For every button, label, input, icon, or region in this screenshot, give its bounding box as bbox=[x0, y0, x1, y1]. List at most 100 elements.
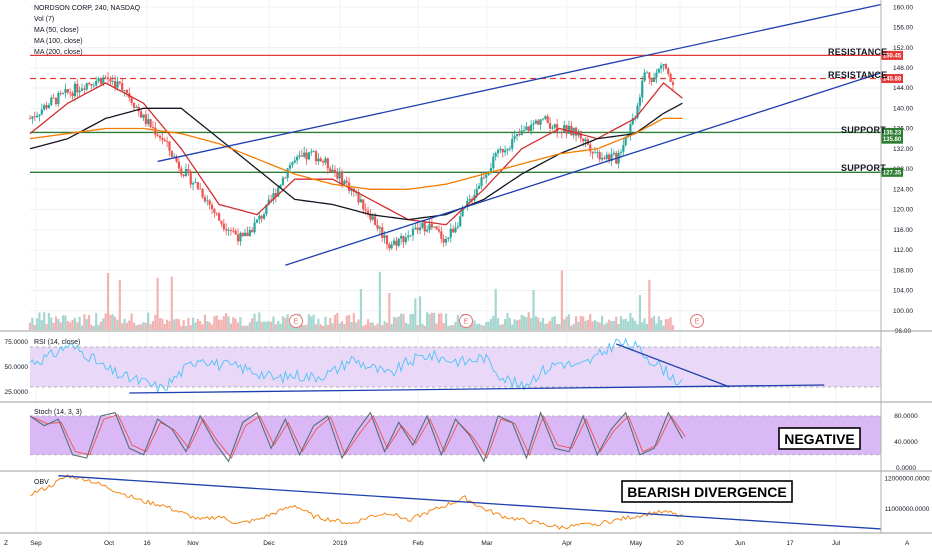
legend-volume[interactable]: Vol (7) bbox=[34, 16, 54, 23]
legend-ma50[interactable]: MA (50, close) bbox=[34, 27, 79, 34]
candle-body bbox=[426, 229, 429, 232]
candle-body bbox=[385, 235, 389, 245]
volume-bar bbox=[563, 319, 566, 330]
rsi-tick-0: 75.0000 bbox=[5, 339, 29, 346]
candle-body bbox=[643, 72, 646, 81]
volume-bar bbox=[182, 319, 185, 330]
candle-body bbox=[605, 154, 608, 159]
candle-body bbox=[662, 64, 665, 66]
volume-bar bbox=[456, 314, 459, 330]
candle-body bbox=[239, 232, 242, 242]
candle-body bbox=[364, 209, 367, 211]
candle-body bbox=[537, 120, 540, 125]
volume-bar bbox=[189, 325, 192, 330]
volume-bar bbox=[605, 322, 608, 330]
candle-body bbox=[163, 139, 166, 142]
candle-body bbox=[151, 126, 155, 128]
candle-body bbox=[109, 79, 112, 82]
candle-body bbox=[274, 193, 277, 197]
candle-body bbox=[182, 174, 185, 177]
volume-bar bbox=[149, 324, 152, 330]
candle-body bbox=[539, 119, 542, 125]
earnings-marker-1[interactable]: E bbox=[289, 314, 303, 328]
candle-body bbox=[104, 77, 107, 79]
rsi-label[interactable]: RSI (14, close) bbox=[34, 339, 80, 346]
time-axis[interactable]: Sep Oct 16 Nov Dec 2019 Feb Mar Apr May 20 Jun 17 Jul bbox=[30, 540, 840, 547]
candle-body bbox=[530, 124, 533, 132]
volume-bar bbox=[104, 313, 107, 330]
volume-bar bbox=[206, 320, 209, 330]
volume-bar bbox=[220, 319, 223, 330]
volume-bar bbox=[374, 325, 377, 330]
candle-body bbox=[80, 88, 84, 91]
legend-ma100[interactable]: MA (100, close) bbox=[34, 38, 83, 45]
candle-body bbox=[541, 118, 545, 120]
volume-bar bbox=[414, 298, 417, 330]
legend-ma200[interactable]: MA (200, close) bbox=[34, 49, 83, 56]
volume-bar bbox=[478, 323, 481, 330]
candle-body bbox=[87, 83, 91, 84]
volume-bar bbox=[355, 322, 358, 330]
candle-body bbox=[652, 77, 656, 82]
volume-bar bbox=[61, 315, 65, 330]
candle-body bbox=[418, 227, 422, 231]
stoch-d-line bbox=[32, 414, 686, 459]
volume-bar bbox=[593, 320, 597, 330]
volume-bar bbox=[118, 279, 121, 330]
date-tick-3: Nov bbox=[187, 540, 199, 547]
volume-bar bbox=[452, 325, 455, 330]
candle-body bbox=[57, 93, 60, 104]
candle-body bbox=[655, 72, 658, 78]
candle-body bbox=[236, 234, 240, 242]
volume-bar bbox=[392, 316, 396, 330]
earnings-marker-2[interactable]: E bbox=[459, 314, 473, 328]
candle-body bbox=[279, 185, 282, 188]
volume-bar bbox=[364, 324, 367, 330]
candle-body bbox=[664, 64, 667, 69]
obv-line bbox=[29, 474, 683, 530]
price-tick-9: 124.00 bbox=[893, 186, 913, 193]
candle-body bbox=[291, 162, 294, 166]
volume-bar bbox=[532, 290, 535, 330]
volume-bar bbox=[326, 324, 329, 330]
stoch-label[interactable]: Stoch (14, 3, 3) bbox=[34, 409, 82, 416]
date-tick-11: Jun bbox=[735, 540, 746, 547]
volume-bar bbox=[433, 312, 436, 330]
volume-bar bbox=[229, 323, 233, 330]
candle-body bbox=[300, 155, 303, 157]
candle-body bbox=[166, 141, 169, 143]
candle-body bbox=[76, 83, 79, 93]
volume-bar bbox=[59, 322, 62, 330]
candle-body bbox=[71, 93, 74, 97]
trendlines[interactable] bbox=[157, 3, 882, 266]
candle-body bbox=[99, 78, 103, 84]
volume-bar bbox=[400, 313, 403, 330]
volume-bar bbox=[615, 316, 618, 330]
candle-body bbox=[329, 168, 332, 172]
volume-bar bbox=[480, 325, 483, 330]
auto-scale-button[interactable]: A bbox=[905, 540, 910, 547]
candle-body bbox=[218, 213, 221, 221]
obv-label[interactable]: OBV bbox=[34, 479, 49, 486]
price-axis[interactable]: 160.00 156.00 152.00 148.00 144.00 140.00 136.… bbox=[5, 4, 930, 513]
candle-body bbox=[303, 152, 306, 157]
candle-body bbox=[156, 134, 159, 137]
earnings-marker-3-text: E bbox=[695, 319, 700, 326]
resistance-label-2: RESISTANCE bbox=[828, 70, 887, 80]
volume-bar bbox=[87, 314, 91, 330]
volume-bar bbox=[137, 324, 140, 330]
volume-bar bbox=[506, 312, 509, 330]
candle-body bbox=[253, 222, 256, 233]
volume-bar bbox=[241, 325, 244, 330]
volume-bar bbox=[617, 324, 620, 330]
price-tick-8: 128.00 bbox=[893, 166, 913, 173]
earnings-marker-3[interactable]: E bbox=[690, 314, 704, 328]
volume-bar bbox=[369, 322, 372, 330]
candle-body bbox=[173, 156, 176, 158]
volume-bar bbox=[449, 325, 452, 330]
level-tag-text-3: 135.80 bbox=[883, 137, 902, 143]
timezone-button[interactable]: Z bbox=[4, 540, 8, 547]
date-tick-8: Apr bbox=[562, 540, 573, 547]
